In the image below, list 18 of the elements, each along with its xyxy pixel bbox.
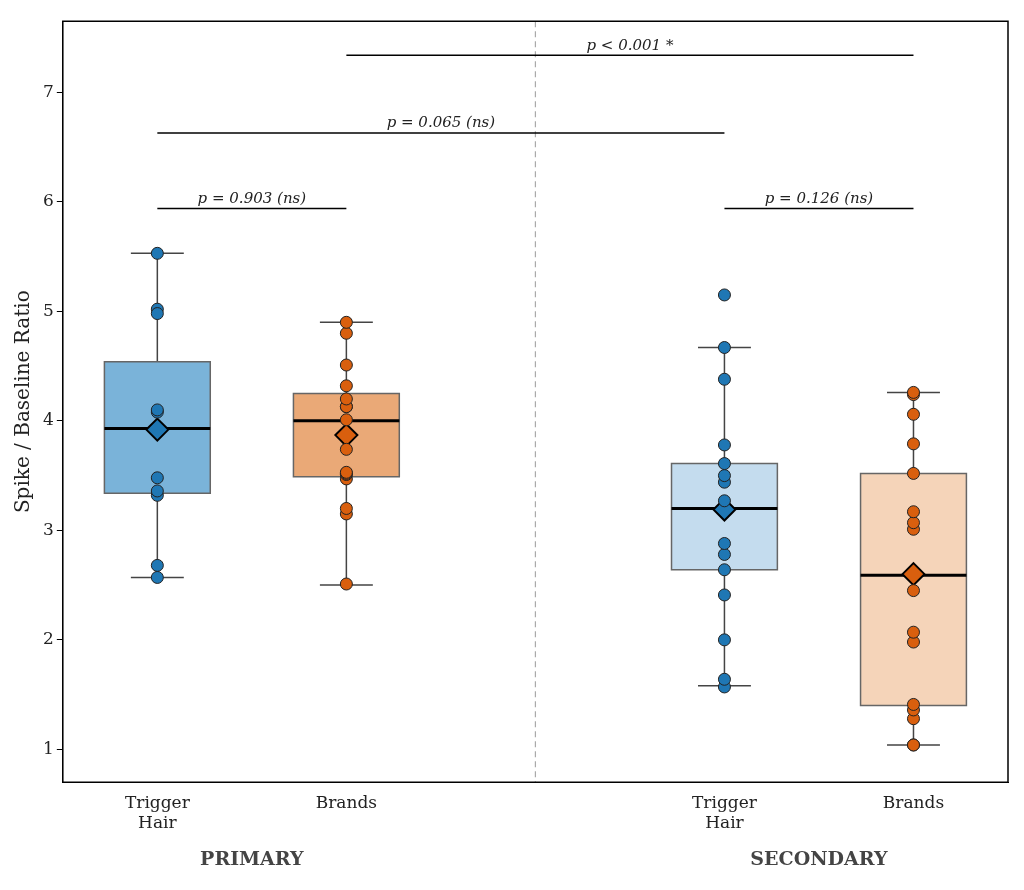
- y-tick-label: 3: [42, 518, 54, 539]
- y-axis-title: Spike / Baseline Ratio: [10, 290, 35, 514]
- y-tick-label: 6: [42, 190, 54, 211]
- series-label: p = 0.065 (ns): [386, 113, 496, 132]
- x-tick-label: Trigger Hair: [124, 791, 191, 833]
- y-tick-label: 4: [42, 409, 54, 430]
- y-tick-label: 2: [42, 628, 54, 649]
- x-tick-label: Brands: [882, 791, 945, 812]
- x-tick-label: Brands: [315, 791, 378, 812]
- series-label: p = 0.903 (ns): [197, 188, 307, 207]
- y-tick-label: 5: [42, 299, 54, 320]
- series-label: p = 0.126 (ns): [764, 188, 874, 207]
- series-label: p < 0.001 *: [586, 35, 674, 54]
- y-tick-label: 1: [42, 737, 54, 758]
- x-tick-label: Trigger Hair: [692, 791, 758, 833]
- text: SECONDARY: [750, 846, 889, 869]
- y-tick-label: 7: [42, 80, 54, 101]
- text: PRIMARY: [200, 846, 305, 869]
